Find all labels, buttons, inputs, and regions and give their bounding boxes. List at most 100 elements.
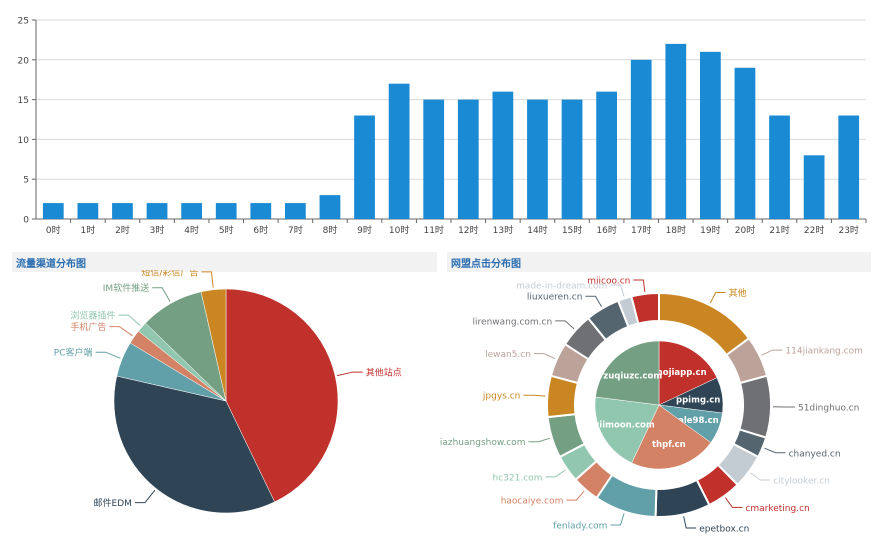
label-leader-line [633, 279, 646, 292]
inner-pie-slice [658, 340, 718, 406]
label-leader-line [683, 516, 697, 529]
x-tick-label: 1时 [81, 224, 96, 236]
slice-label: epetbox.cn [699, 525, 749, 535]
pie-slice [113, 375, 275, 514]
slice-label: 其他站点 [366, 367, 402, 379]
slice-label: PC客户端 [54, 347, 93, 359]
bar [527, 99, 548, 219]
label-leader-line [118, 314, 141, 327]
label-leader-line [610, 513, 625, 526]
inner-pie-slice [595, 340, 660, 406]
x-tick-label: 18时 [666, 224, 686, 236]
bar [803, 155, 825, 219]
pie-slice [225, 288, 339, 503]
label-leader-line [555, 320, 575, 330]
slice-label: 114jiankang.com [785, 347, 862, 357]
x-tick-label: 9时 [357, 224, 372, 236]
bar [734, 67, 756, 219]
label-leader-line [585, 295, 602, 307]
x-tick-label: 3时 [150, 224, 165, 236]
bar [700, 51, 721, 220]
slice-label: thpf.cn [652, 440, 686, 450]
bar [77, 203, 99, 219]
traffic-channel-header: 流量渠道分布图 [12, 252, 437, 272]
bar [319, 195, 341, 219]
y-tick-label: 5 [23, 176, 29, 186]
label-leader-line [610, 284, 625, 297]
label-leader-line [201, 271, 214, 288]
x-tick-label: 7时 [288, 224, 303, 236]
bar [665, 43, 687, 219]
slice-label: chanyed.cn [789, 449, 841, 459]
x-tick-label: 21时 [769, 224, 789, 236]
slice-label: miicoo.cn [587, 276, 630, 286]
bar [215, 203, 237, 219]
label-leader-line [709, 291, 726, 304]
slice-label: ppimg.cn [676, 395, 720, 405]
x-tick-label: 20时 [735, 224, 755, 236]
y-tick-label: 15 [18, 96, 29, 106]
x-tick-label: 6时 [253, 224, 268, 236]
x-tick-label: 2时 [115, 224, 130, 236]
slice-label: IM软件推送 [103, 282, 149, 294]
label-leader-line [152, 287, 171, 302]
y-tick-label: 0 [23, 216, 29, 226]
x-tick-label: 0时 [46, 224, 61, 236]
label-leader-line [134, 489, 156, 504]
outer-ring-slice [738, 374, 772, 439]
slice-label: lewan5.cn [485, 350, 531, 360]
slice-label: made-in-dream.com [516, 282, 607, 292]
slice-label: sale98.cn [673, 416, 719, 426]
slice-label: liuxueren.cn [527, 293, 583, 303]
bar [112, 203, 133, 219]
x-tick-label: 4时 [184, 224, 199, 236]
bar [285, 203, 306, 219]
slice-label: cmarketing.cn [745, 504, 809, 514]
slice-label: fenlady.com [553, 521, 607, 531]
x-tick-label: 13时 [493, 224, 513, 236]
x-tick-label: 23时 [838, 224, 858, 236]
x-tick-label: 10时 [389, 224, 409, 236]
label-leader-line [533, 353, 556, 359]
y-tick-label: 20 [18, 56, 30, 66]
bar [457, 99, 479, 219]
inner-pie-slice [594, 396, 660, 464]
bar [492, 91, 514, 219]
bar [838, 115, 860, 219]
affiliate-click-title: 网盟点击分布图 [451, 259, 521, 270]
bar [42, 203, 64, 219]
affiliate-click-pie-chart: mojiapp.cn ppimg.cn sale98.cn thpf.cn viimoo… [440, 276, 863, 535]
bar [388, 83, 410, 220]
slice-label: 51dinghuo.cn [798, 403, 859, 413]
label-leader-line [725, 497, 743, 508]
x-tick-label: 14时 [527, 224, 547, 236]
traffic-channel-title: 流量渠道分布图 [16, 259, 86, 270]
slice-label: zuqiuzc.com [603, 372, 662, 382]
label-leader-line [337, 371, 363, 377]
bar [181, 203, 202, 219]
x-tick-label: 17时 [631, 224, 651, 236]
bar [354, 115, 375, 219]
x-tick-label: 22时 [804, 224, 824, 236]
label-leader-line [761, 349, 783, 356]
label-leader-line [523, 394, 546, 397]
label-leader-line [109, 326, 133, 337]
label-leader-line [566, 490, 585, 501]
y-tick-label: 25 [18, 17, 29, 27]
slice-label: 其他 [729, 287, 747, 299]
slice-label: lirenwang.com.cn [473, 317, 553, 327]
x-tick-label: 12时 [458, 224, 478, 236]
affiliate-click-header: 网盟点击分布图 [447, 252, 871, 272]
slice-label: hc321.com [493, 473, 543, 483]
label-leader-line [750, 472, 771, 481]
bar [423, 99, 445, 219]
label-leader-line [545, 469, 566, 478]
outer-ring-slice [630, 291, 660, 325]
label-leader-line [95, 351, 121, 359]
label-leader-line [764, 447, 786, 454]
slice-label: jiazhuangshow.com [440, 438, 525, 448]
bar [630, 59, 652, 219]
bar [561, 99, 583, 219]
x-tick-label: 8时 [323, 224, 338, 236]
